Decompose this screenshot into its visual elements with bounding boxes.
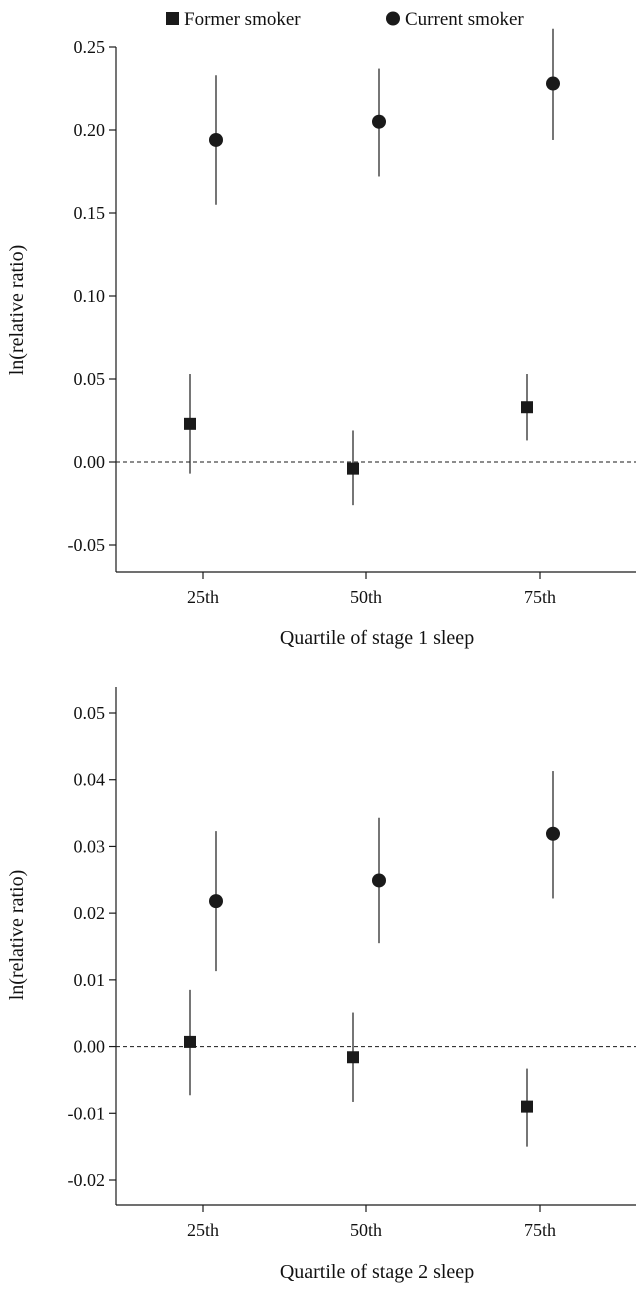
legend-current-marker <box>386 11 400 26</box>
y-tick-label: 0.20 <box>74 120 106 140</box>
y-tick-label: 0.02 <box>74 903 106 923</box>
x-tick-label: 25th <box>187 587 219 607</box>
legend-former-label: Former smoker <box>184 9 301 30</box>
panel-stage2: -0.02 -0.01 0.00 0.01 0.02 0.03 0.04 0.05 25th 5… <box>6 687 636 1283</box>
y-tick-label: 0.04 <box>74 770 106 790</box>
y-tick-label: 0.01 <box>74 970 106 990</box>
x-axis-title: Quartile of stage 2 sleep <box>280 1261 474 1283</box>
x-tick-label: 50th <box>350 1220 382 1240</box>
y-tick-label: -0.01 <box>68 1103 106 1123</box>
legend: Former smoker Current smoker <box>166 9 524 30</box>
former-smoker-point <box>184 1035 196 1048</box>
panel-stage1: -0.05 0.00 0.05 0.10 0.15 0.20 0.25 25th 50th 75… <box>6 28 636 649</box>
y-tick-label: 0.05 <box>74 369 106 389</box>
current-smoker-point <box>209 132 223 147</box>
legend-current-label: Current smoker <box>405 9 524 30</box>
y-tick-label: -0.02 <box>68 1170 106 1190</box>
x-tick-label: 75th <box>524 1220 556 1240</box>
y-tick-label: 0.25 <box>74 37 106 57</box>
y-tick-label: 0.10 <box>74 286 106 306</box>
y-axis: -0.05 0.00 0.05 0.10 0.15 0.20 0.25 <box>68 37 117 572</box>
plot-marks <box>116 28 636 506</box>
current-smoker-point <box>372 114 386 129</box>
x-tick-label: 75th <box>524 587 556 607</box>
y-tick-label: -0.05 <box>68 535 106 555</box>
former-smoker-point <box>521 1100 533 1113</box>
y-tick-label: 0.00 <box>74 452 106 472</box>
x-tick-label: 25th <box>187 1220 219 1240</box>
current-smoker-point <box>546 826 560 841</box>
legend-former-marker <box>166 12 179 25</box>
y-tick-label: 0.15 <box>74 203 106 223</box>
y-axis: -0.02 -0.01 0.00 0.01 0.02 0.03 0.04 0.05 <box>68 687 117 1205</box>
y-tick-label: 0.00 <box>74 1037 106 1057</box>
y-tick-label: 0.05 <box>74 703 106 723</box>
former-smoker-point <box>521 401 533 414</box>
former-smoker-point <box>347 1051 359 1064</box>
y-tick-label: 0.03 <box>74 836 106 856</box>
x-axis-title: Quartile of stage 1 sleep <box>280 627 474 649</box>
x-tick-label: 50th <box>350 587 382 607</box>
plot-marks <box>116 771 636 1147</box>
former-smoker-point <box>347 462 359 475</box>
x-axis: 25th 50th 75th <box>116 1204 636 1240</box>
y-axis-title: ln(relative ratio) <box>6 245 28 376</box>
former-smoker-point <box>184 417 196 430</box>
current-smoker-point <box>546 76 560 91</box>
current-smoker-point <box>209 894 223 909</box>
x-axis: 25th 50th 75th <box>116 571 636 607</box>
current-smoker-point <box>372 873 386 888</box>
y-axis-title: ln(relative ratio) <box>6 870 28 1001</box>
